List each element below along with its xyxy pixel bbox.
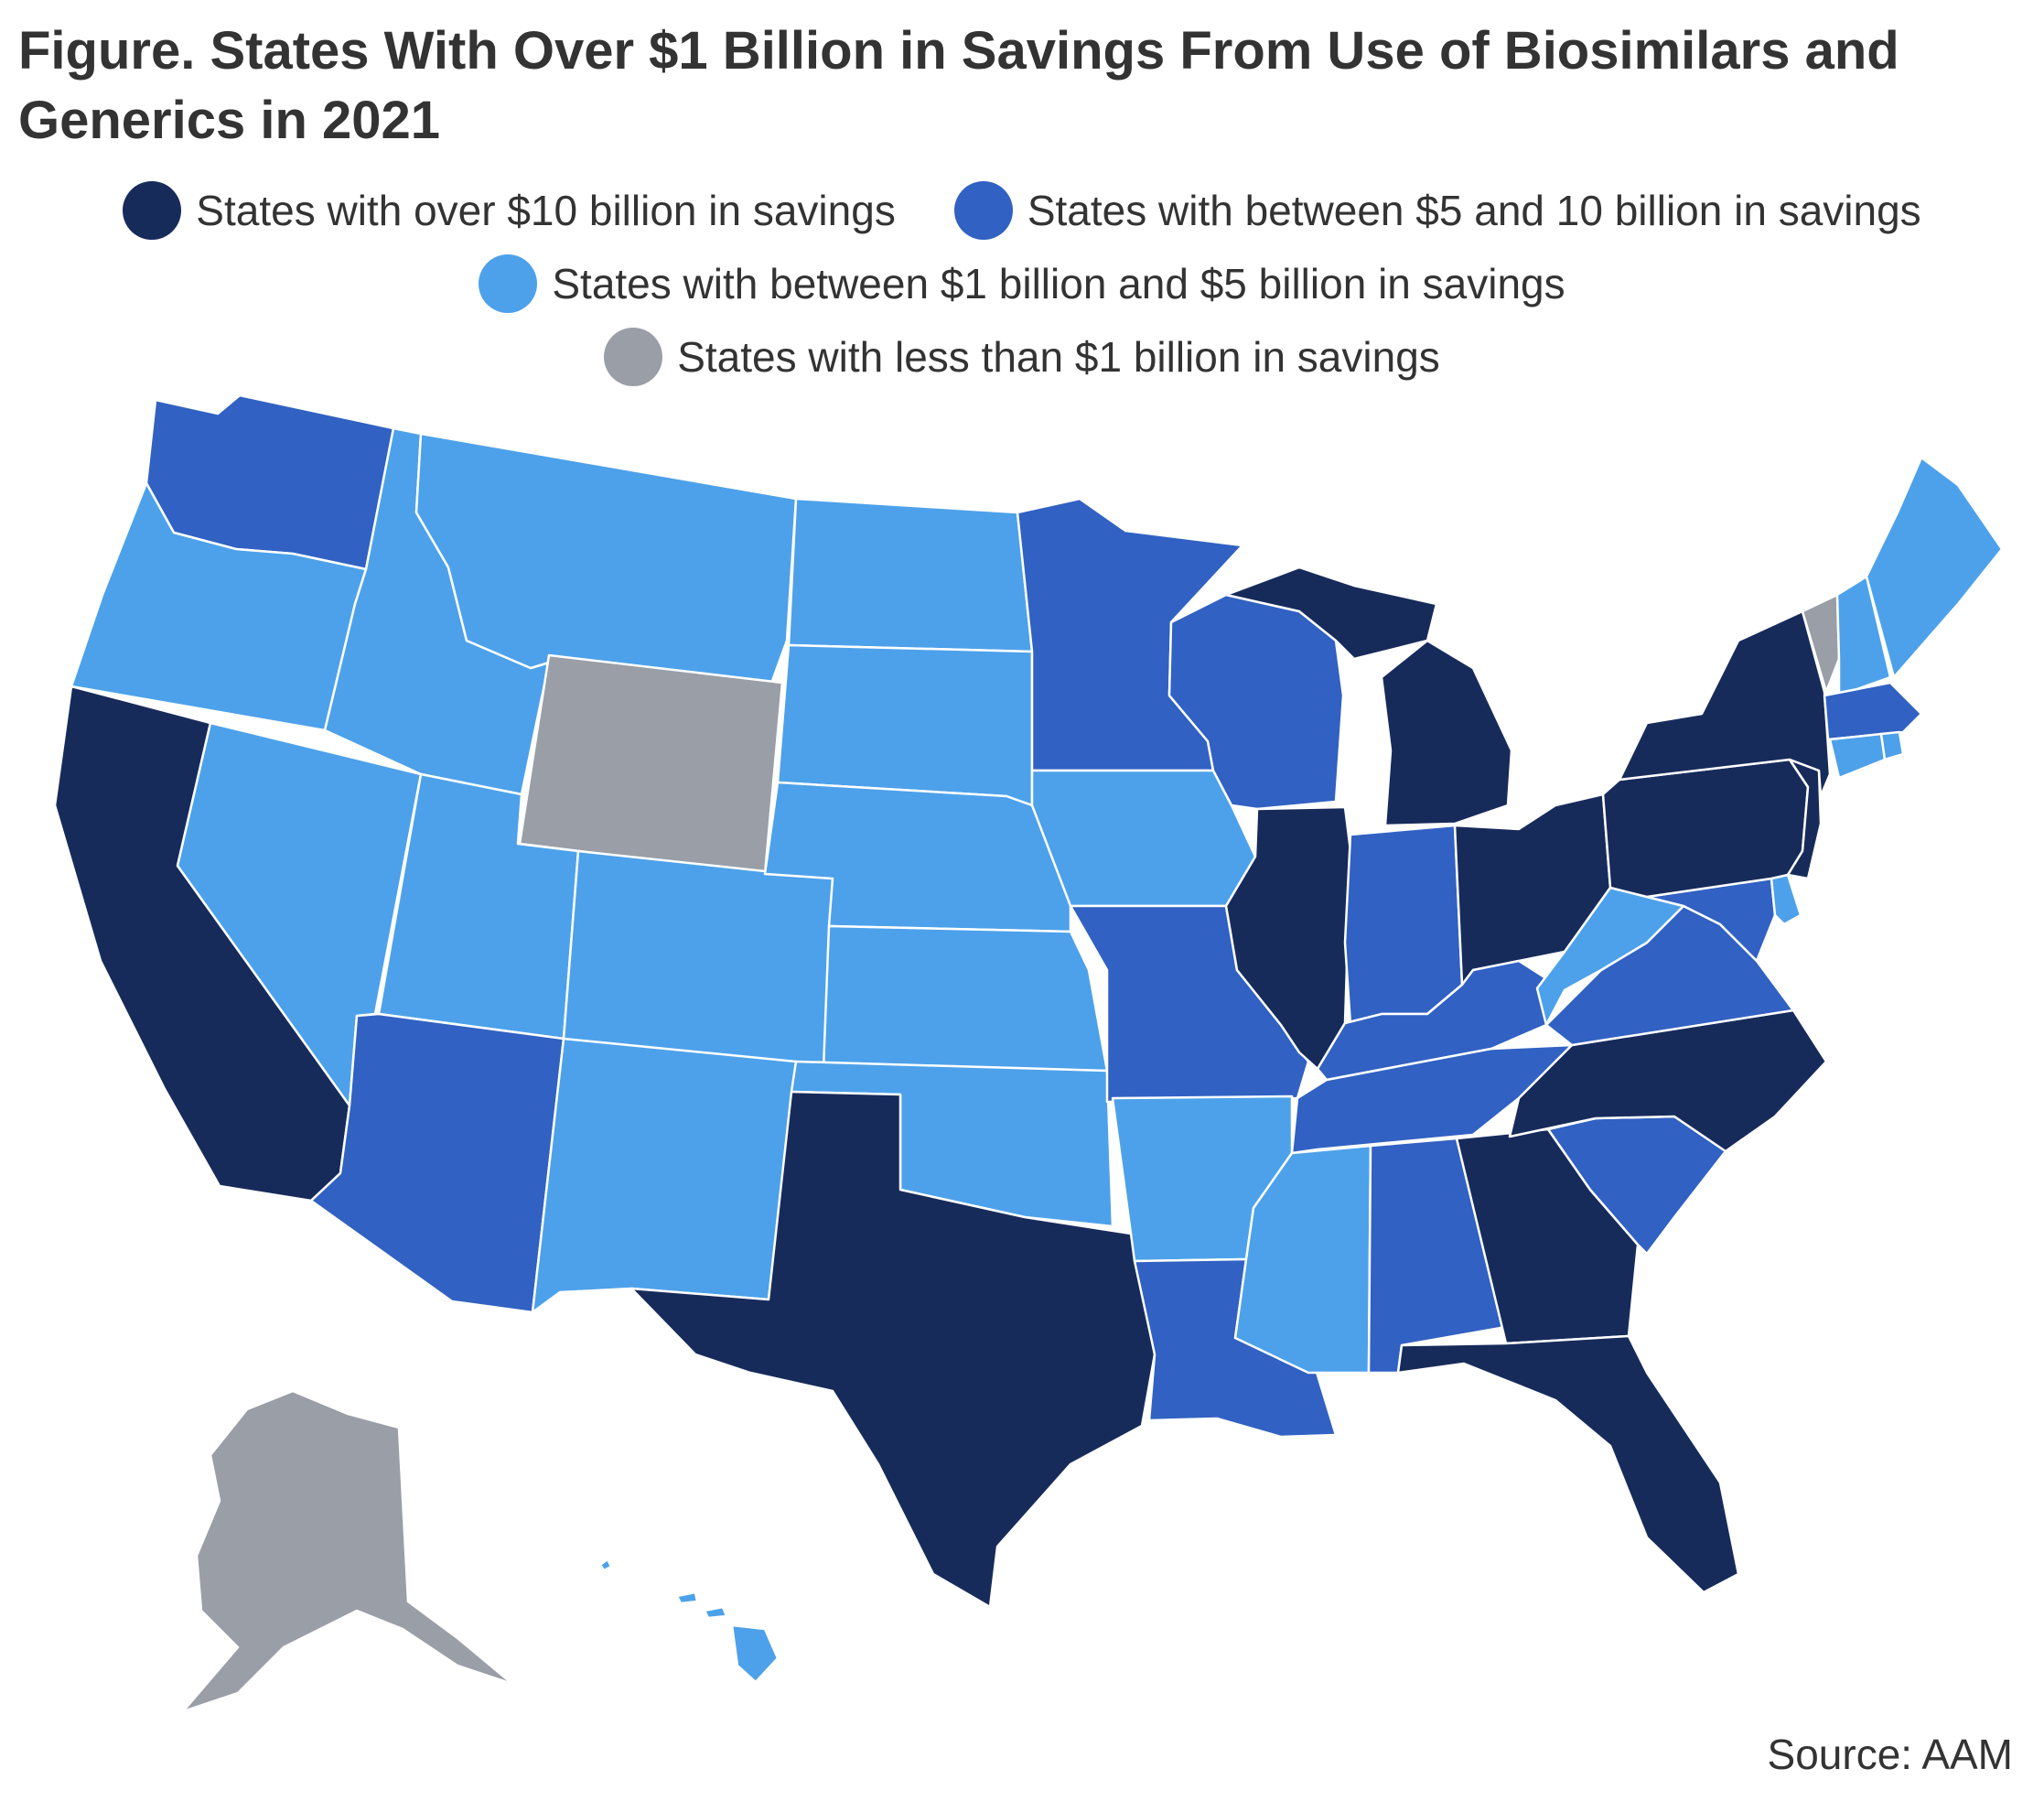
state-NY	[1618, 609, 1832, 798]
state-CT	[1828, 732, 1887, 780]
legend-item-1-to-5b: States with between $1 billion and $5 bi…	[479, 254, 1565, 313]
state-MI	[1224, 566, 1513, 827]
state-SD	[776, 643, 1034, 807]
state-NC	[1508, 1008, 1828, 1153]
state-TN	[1290, 1043, 1574, 1155]
legend-row-2: States with between $1 billion and $5 bi…	[0, 254, 2044, 313]
state-NM	[531, 1037, 798, 1314]
legend-label-1-to-5b: States with between $1 billion and $5 bi…	[552, 260, 1565, 307]
state-NH	[1835, 575, 1892, 697]
chart-title: Figure. States With Over $1 Billion in S…	[18, 21, 1899, 150]
state-FL	[1396, 1334, 1740, 1594]
legend-swatch-under-1b	[604, 328, 663, 386]
legend-label-5-to-10b: States with between $5 and 10 billion in…	[1027, 187, 1921, 234]
state-ME	[1865, 456, 2004, 679]
legend-item-over-10b: States with over $10 billion in savings	[123, 181, 896, 240]
legend-label-over-10b: States with over $10 billion in savings	[196, 187, 896, 234]
state-MA	[1823, 681, 1923, 741]
state-RI	[1879, 730, 1905, 761]
legend-item-under-1b: States with less than $1 billion in savi…	[604, 328, 1440, 386]
state-TX	[629, 1090, 1156, 1609]
source-note: Source: AAM	[1767, 1731, 2013, 1778]
legend-swatch-over-10b	[123, 181, 182, 240]
state-KS	[822, 924, 1109, 1073]
state-IL	[1224, 805, 1352, 1071]
state-DE	[1770, 873, 1802, 926]
state-HI	[598, 1558, 780, 1684]
legend-row-1: States with over $10 billion in savings …	[0, 181, 2044, 240]
legend-swatch-5-to-10b	[953, 181, 1013, 240]
state-WY	[518, 653, 784, 876]
state-IN	[1343, 824, 1464, 1027]
legend-label-under-1b: States with less than $1 billion in savi…	[677, 333, 1440, 381]
state-ND	[787, 497, 1034, 653]
state-KY	[1316, 959, 1566, 1082]
legend-swatch-1-to-5b	[479, 254, 538, 313]
state-CO	[562, 849, 834, 1073]
state-AK	[181, 1389, 514, 1713]
legend-row-3: States with less than $1 billion in savi…	[0, 328, 2044, 386]
legend-item-5-to-10b: States with between $5 and 10 billion in…	[953, 181, 1921, 240]
state-IA	[1030, 769, 1257, 908]
state-PA	[1601, 758, 1810, 899]
